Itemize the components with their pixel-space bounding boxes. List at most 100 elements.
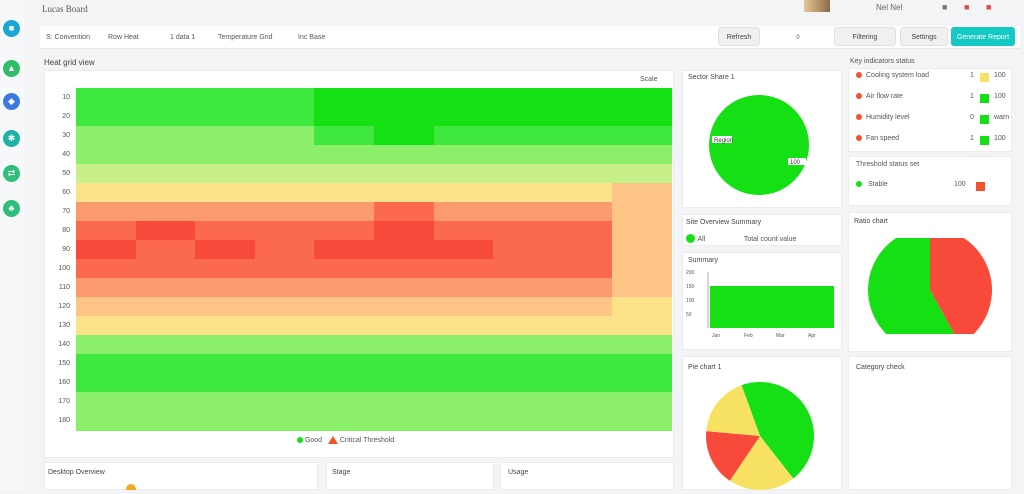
bookmark-icon[interactable]: ◊ xyxy=(788,27,808,46)
heat-cell[interactable] xyxy=(433,259,494,279)
pie1-chart[interactable]: Region 100 xyxy=(706,92,812,198)
heat-cell[interactable] xyxy=(374,202,435,222)
heat-cell[interactable] xyxy=(135,183,196,203)
heat-cell[interactable] xyxy=(254,259,315,279)
heat-cell[interactable] xyxy=(76,145,137,165)
crumb-5[interactable]: Inc Base xyxy=(298,34,326,41)
heat-cell[interactable] xyxy=(433,145,494,165)
heat-cell[interactable] xyxy=(552,316,613,336)
heat-cell[interactable] xyxy=(195,278,256,298)
heat-cell[interactable] xyxy=(76,373,137,393)
heat-cell[interactable] xyxy=(552,183,613,203)
heat-cell[interactable] xyxy=(254,221,315,241)
heat-cell[interactable] xyxy=(314,221,375,241)
heat-cell[interactable] xyxy=(135,354,196,374)
notification-icon[interactable]: ■ xyxy=(942,2,948,12)
heat-cell[interactable] xyxy=(612,202,673,222)
tree-icon[interactable]: ♣ xyxy=(3,200,20,217)
pie-slice[interactable] xyxy=(706,385,760,436)
heat-cell[interactable] xyxy=(374,183,435,203)
heat-cell[interactable] xyxy=(493,259,554,279)
document-icon[interactable]: ■ xyxy=(3,20,20,37)
heat-cell[interactable] xyxy=(374,411,435,431)
heat-cell[interactable] xyxy=(135,392,196,412)
heat-cell[interactable] xyxy=(433,107,494,127)
generate-report-button[interactable]: Generate Report xyxy=(951,27,1015,46)
leaf-icon[interactable]: ▲ xyxy=(3,60,20,77)
heat-cell[interactable] xyxy=(493,88,554,108)
heat-cell[interactable] xyxy=(76,335,137,355)
heat-cell[interactable] xyxy=(76,278,137,298)
heatmap-grid[interactable] xyxy=(76,88,673,431)
heat-cell[interactable] xyxy=(76,202,137,222)
heat-cell[interactable] xyxy=(135,221,196,241)
heat-cell[interactable] xyxy=(254,411,315,431)
heat-cell[interactable] xyxy=(612,392,673,412)
heat-cell[interactable] xyxy=(135,278,196,298)
heat-cell[interactable] xyxy=(254,88,315,108)
heat-cell[interactable] xyxy=(433,278,494,298)
heat-cell[interactable] xyxy=(493,297,554,317)
heat-cell[interactable] xyxy=(254,392,315,412)
status-row[interactable]: Humidity level 0 warn xyxy=(856,114,1016,126)
heat-cell[interactable] xyxy=(493,316,554,336)
heat-cell[interactable] xyxy=(135,373,196,393)
heat-cell[interactable] xyxy=(612,145,673,165)
heat-cell[interactable] xyxy=(135,164,196,184)
user-name[interactable]: Nel Nel xyxy=(876,3,903,12)
heat-cell[interactable] xyxy=(254,354,315,374)
heat-cell[interactable] xyxy=(374,297,435,317)
heat-cell[interactable] xyxy=(76,126,137,146)
avatar[interactable] xyxy=(804,0,830,12)
heat-cell[interactable] xyxy=(612,259,673,279)
heat-cell[interactable] xyxy=(612,354,673,374)
heat-cell[interactable] xyxy=(433,240,494,260)
heat-cell[interactable] xyxy=(374,316,435,336)
heat-cell[interactable] xyxy=(433,392,494,412)
heat-cell[interactable] xyxy=(493,164,554,184)
heat-cell[interactable] xyxy=(76,259,137,279)
heat-cell[interactable] xyxy=(135,126,196,146)
heat-cell[interactable] xyxy=(612,221,673,241)
heat-cell[interactable] xyxy=(195,335,256,355)
heat-cell[interactable] xyxy=(374,88,435,108)
settings-icon[interactable]: ■ xyxy=(986,2,992,12)
heat-cell[interactable] xyxy=(195,202,256,222)
threshold-row[interactable]: Stable 100 xyxy=(856,181,1016,193)
heat-cell[interactable] xyxy=(314,335,375,355)
pie2-chart[interactable] xyxy=(868,238,994,334)
filter-button[interactable]: Filtering xyxy=(834,27,896,46)
refresh-button[interactable]: Refresh xyxy=(718,27,760,46)
heat-cell[interactable] xyxy=(493,411,554,431)
heat-cell[interactable] xyxy=(135,202,196,222)
heat-cell[interactable] xyxy=(76,316,137,336)
heat-cell[interactable] xyxy=(314,107,375,127)
heat-cell[interactable] xyxy=(493,240,554,260)
heat-cell[interactable] xyxy=(612,88,673,108)
heat-cell[interactable] xyxy=(612,164,673,184)
heat-cell[interactable] xyxy=(552,164,613,184)
heat-cell[interactable] xyxy=(433,354,494,374)
heat-cell[interactable] xyxy=(552,278,613,298)
crumb-3[interactable]: 1 data 1 xyxy=(170,34,196,41)
heat-cell[interactable] xyxy=(135,145,196,165)
heat-cell[interactable] xyxy=(135,335,196,355)
heat-cell[interactable] xyxy=(433,373,494,393)
heat-cell[interactable] xyxy=(135,411,196,431)
heat-cell[interactable] xyxy=(552,373,613,393)
heat-cell[interactable] xyxy=(433,164,494,184)
heat-cell[interactable] xyxy=(195,392,256,412)
heat-cell[interactable] xyxy=(374,164,435,184)
heat-cell[interactable] xyxy=(314,373,375,393)
heat-cell[interactable] xyxy=(374,221,435,241)
heat-cell[interactable] xyxy=(374,107,435,127)
heat-cell[interactable] xyxy=(254,278,315,298)
heat-cell[interactable] xyxy=(493,107,554,127)
heat-cell[interactable] xyxy=(552,411,613,431)
heat-cell[interactable] xyxy=(314,278,375,298)
heat-cell[interactable] xyxy=(374,240,435,260)
heat-cell[interactable] xyxy=(552,335,613,355)
branch-icon[interactable]: ✱ xyxy=(3,130,20,147)
heat-cell[interactable] xyxy=(493,278,554,298)
heat-cell[interactable] xyxy=(493,221,554,241)
